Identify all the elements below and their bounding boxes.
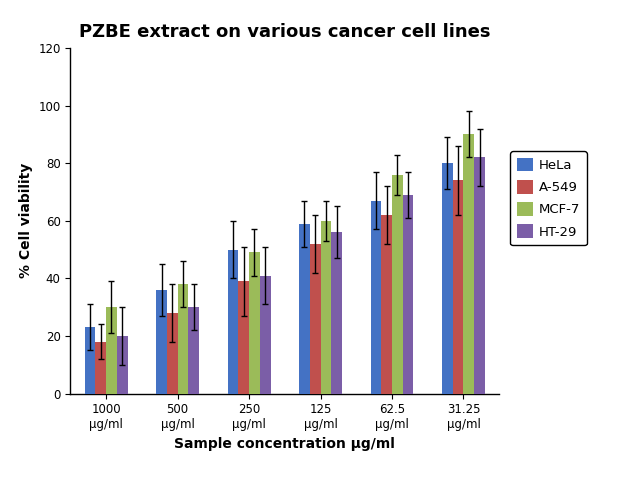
Bar <box>249 252 260 394</box>
Y-axis label: % Cell viability: % Cell viability <box>19 163 33 278</box>
Bar <box>321 221 332 394</box>
Bar <box>371 201 381 394</box>
Bar <box>403 195 413 394</box>
Bar <box>84 327 95 394</box>
Bar <box>463 134 474 394</box>
Legend: HeLa, A-549, MCF-7, HT-29: HeLa, A-549, MCF-7, HT-29 <box>510 151 587 245</box>
Bar <box>332 232 342 394</box>
Title: PZBE extract on various cancer cell lines: PZBE extract on various cancer cell line… <box>79 23 490 41</box>
Bar <box>452 180 463 394</box>
Bar <box>310 244 321 394</box>
Bar <box>95 342 106 394</box>
Bar <box>156 290 167 394</box>
Bar <box>238 281 249 394</box>
Bar <box>106 307 117 394</box>
Bar <box>299 224 310 394</box>
Bar <box>392 175 403 394</box>
Bar <box>260 276 271 394</box>
Bar <box>188 307 199 394</box>
Bar <box>442 163 452 394</box>
Bar <box>178 284 188 394</box>
X-axis label: Sample concentration μg/ml: Sample concentration μg/ml <box>174 437 396 451</box>
Bar <box>117 336 127 394</box>
Bar <box>228 250 238 394</box>
Bar <box>474 157 485 394</box>
Bar <box>381 215 392 394</box>
Bar <box>167 313 178 394</box>
